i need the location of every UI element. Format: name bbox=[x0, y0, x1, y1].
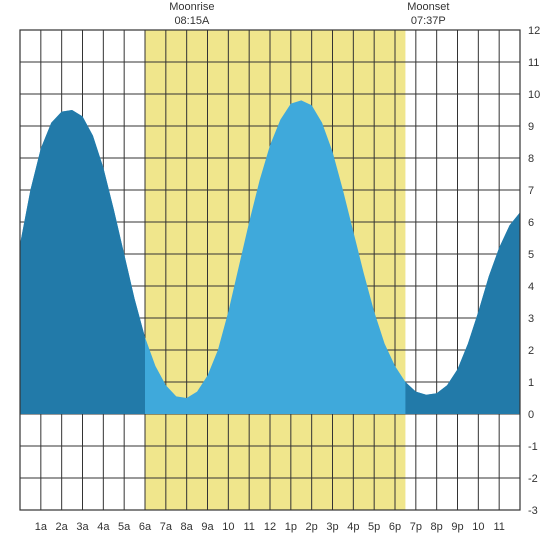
svg-text:12: 12 bbox=[264, 521, 276, 533]
svg-text:4a: 4a bbox=[97, 521, 110, 533]
moonset-title: Moonset bbox=[398, 0, 458, 14]
svg-text:12: 12 bbox=[528, 25, 540, 37]
svg-text:10: 10 bbox=[528, 89, 540, 101]
svg-text:7a: 7a bbox=[160, 521, 173, 533]
moonrise-annotation: Moonrise 08:15A bbox=[162, 0, 222, 29]
svg-text:7: 7 bbox=[528, 185, 534, 197]
svg-text:1a: 1a bbox=[35, 521, 48, 533]
svg-text:9: 9 bbox=[528, 121, 534, 133]
svg-text:8a: 8a bbox=[181, 521, 194, 533]
svg-text:2p: 2p bbox=[306, 521, 318, 533]
svg-text:-1: -1 bbox=[528, 441, 538, 453]
svg-text:-2: -2 bbox=[528, 473, 538, 485]
svg-text:1p: 1p bbox=[285, 521, 297, 533]
svg-text:6a: 6a bbox=[139, 521, 152, 533]
chart-svg: 1a2a3a4a5a6a7a8a9a1011121p2p3p4p5p6p7p8p… bbox=[0, 0, 550, 550]
svg-text:3a: 3a bbox=[76, 521, 89, 533]
svg-text:10: 10 bbox=[222, 521, 234, 533]
svg-text:9p: 9p bbox=[451, 521, 463, 533]
moonrise-time: 08:15A bbox=[162, 14, 222, 28]
svg-text:2: 2 bbox=[528, 345, 534, 357]
svg-text:0: 0 bbox=[528, 409, 534, 421]
svg-text:5p: 5p bbox=[368, 521, 380, 533]
svg-text:8p: 8p bbox=[431, 521, 443, 533]
svg-text:3p: 3p bbox=[326, 521, 338, 533]
moonset-annotation: Moonset 07:37P bbox=[398, 0, 458, 29]
svg-text:8: 8 bbox=[528, 153, 534, 165]
svg-text:9a: 9a bbox=[201, 521, 214, 533]
svg-text:3: 3 bbox=[528, 313, 534, 325]
svg-text:1: 1 bbox=[528, 377, 534, 389]
svg-text:2a: 2a bbox=[56, 521, 69, 533]
svg-text:4: 4 bbox=[528, 281, 534, 293]
svg-text:-3: -3 bbox=[528, 505, 538, 517]
svg-text:10: 10 bbox=[472, 521, 484, 533]
moonset-time: 07:37P bbox=[398, 14, 458, 28]
tide-chart: 1a2a3a4a5a6a7a8a9a1011121p2p3p4p5p6p7p8p… bbox=[0, 0, 550, 550]
svg-text:11: 11 bbox=[493, 521, 504, 533]
svg-text:6: 6 bbox=[528, 217, 534, 229]
svg-text:4p: 4p bbox=[347, 521, 359, 533]
svg-text:5: 5 bbox=[528, 249, 534, 261]
svg-text:5a: 5a bbox=[118, 521, 131, 533]
moonrise-title: Moonrise bbox=[162, 0, 222, 14]
svg-text:11: 11 bbox=[528, 57, 539, 69]
svg-text:6p: 6p bbox=[389, 521, 401, 533]
svg-text:11: 11 bbox=[243, 521, 254, 533]
svg-text:7p: 7p bbox=[410, 521, 422, 533]
